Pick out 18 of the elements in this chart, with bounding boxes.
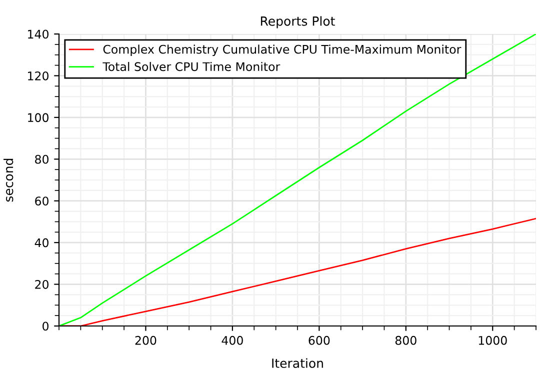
x-tick-label: 400: [222, 336, 243, 345]
legend-label: Total Solver CPU Time Monitor: [102, 62, 280, 72]
y-tick-label: 80: [35, 154, 48, 164]
chart-title: Reports Plot: [260, 16, 335, 28]
legend-label: Complex Chemistry Cumulative CPU Time-Maximum Monitor: [103, 44, 462, 56]
y-tick-label: 0: [42, 322, 48, 331]
x-tick-label: 1000: [478, 336, 507, 345]
y-axis-title: second: [4, 158, 14, 202]
y-tick-label: 60: [35, 196, 48, 206]
y-tick-label: 100: [28, 113, 48, 122]
y-tick-label: 40: [34, 238, 48, 248]
x-tick-label: 200: [135, 336, 156, 345]
y-tick-label: 140: [28, 30, 48, 39]
x-tick-label: 800: [395, 336, 416, 345]
y-tick-label: 120: [28, 71, 48, 80]
x-tick-label: 600: [308, 336, 330, 345]
x-axis-title: Iteration: [272, 358, 323, 368]
y-tick-label: 20: [35, 280, 48, 289]
